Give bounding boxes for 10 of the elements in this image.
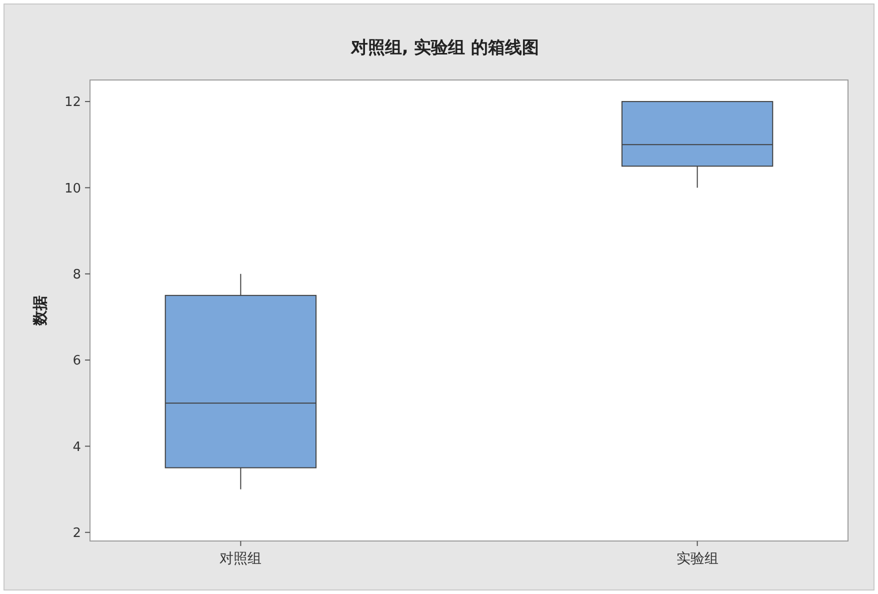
y-tick-label: 10 bbox=[64, 181, 81, 196]
x-tick-label: 对照组 bbox=[220, 551, 262, 567]
y-tick-label: 8 bbox=[72, 267, 81, 282]
chart-title: 对照组, 实验组 的箱线图 bbox=[350, 38, 540, 58]
y-tick-label: 2 bbox=[72, 526, 81, 541]
y-tick-label: 6 bbox=[72, 354, 81, 369]
y-axis-title: 数据 bbox=[31, 296, 49, 326]
y-tick-label: 12 bbox=[64, 95, 81, 110]
y-tick-label: 4 bbox=[72, 440, 81, 455]
x-tick-label: 实验组 bbox=[676, 551, 718, 567]
